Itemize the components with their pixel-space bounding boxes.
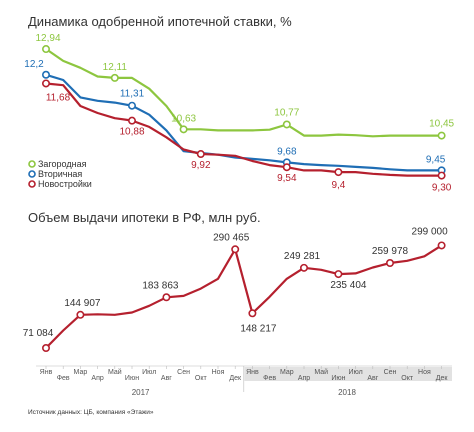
year-2018-band (244, 367, 452, 381)
data-label: 10,77 (274, 107, 299, 118)
x-tick-label: Ноя (418, 369, 431, 376)
chart-1-title: Динамика одобренной ипотечной ставки, % (28, 14, 292, 29)
volume-marker (299, 263, 308, 272)
series-3-marker (128, 116, 137, 125)
volume-marker (231, 245, 240, 254)
series-1-marker (282, 120, 291, 129)
volume-marker (248, 309, 257, 318)
x-tick-label: Янв (246, 369, 259, 376)
x-tick-label: Дек (229, 375, 242, 382)
series-3-marker (41, 79, 50, 88)
volume-line (45, 244, 443, 349)
x-tick-label: Мар (74, 369, 88, 376)
series-1-marker (437, 131, 446, 140)
data-label: 9,54 (277, 173, 297, 184)
x-tick-label: Ноя (212, 369, 225, 376)
legend-marker (28, 160, 36, 168)
x-tick-label: Май (314, 368, 328, 376)
series-1-marker (41, 45, 50, 54)
series-1-marker (110, 73, 119, 82)
data-label: 12,94 (35, 33, 60, 44)
data-label: 10,88 (119, 127, 144, 138)
x-tick-label: Мар (280, 369, 294, 376)
legend-marker (28, 180, 36, 188)
volume-marker (385, 259, 394, 268)
x-tick-label: Май (108, 368, 122, 376)
volume-label: 144 907 (64, 298, 101, 309)
data-label: 10,45 (429, 119, 454, 130)
series-1-marker (179, 125, 188, 134)
legend-item: Загородная (38, 159, 87, 169)
data-label: 9,30 (432, 183, 452, 194)
x-tick-label: Дек (436, 375, 449, 382)
x-tick-label: Апр (91, 375, 103, 382)
x-tick-label: Авг (161, 375, 172, 382)
x-tick-label: Авг (367, 375, 378, 382)
series-3-marker (282, 163, 291, 172)
volume-label: 183 863 (142, 280, 179, 291)
chart-2-title: Объем выдачи ипотеки в РФ, млн руб. (28, 210, 261, 225)
data-label: 9,45 (426, 154, 446, 165)
x-tick-label: Окт (195, 375, 208, 382)
x-tick-label: Фев (263, 375, 276, 382)
data-label: 11,68 (46, 92, 71, 103)
year-label: 2018 (338, 388, 356, 397)
data-label: 9,4 (331, 180, 345, 191)
volume-marker (162, 293, 171, 302)
x-tick-label: Сен (177, 369, 190, 376)
series-3-marker (437, 171, 446, 180)
volume-marker (334, 270, 343, 279)
data-label: 12,2 (24, 59, 44, 70)
x-tick-label: Июн (125, 375, 139, 382)
data-label: 10,63 (171, 113, 196, 124)
volume-label: 299 000 (412, 226, 449, 237)
series-2-marker (128, 101, 137, 110)
legend-item: Новостройки (38, 179, 92, 189)
volume-label: 249 281 (284, 251, 321, 262)
year-label: 2017 (132, 388, 150, 397)
volume-label: 259 978 (372, 246, 409, 257)
series-2-line (45, 73, 442, 172)
series-3-line (45, 82, 442, 177)
x-tick-label: Июл (348, 369, 362, 376)
data-label: 12,11 (103, 62, 128, 73)
volume-label: 148 217 (240, 323, 277, 334)
data-label: 11,31 (120, 89, 145, 100)
legend-marker (28, 170, 36, 178)
data-label: 9,68 (277, 146, 297, 157)
x-tick-label: Фев (57, 375, 70, 382)
volume-label: 235 404 (330, 280, 367, 291)
volume-marker (41, 344, 50, 353)
series-3-marker (334, 168, 343, 177)
volume-label: 290 465 (213, 232, 250, 243)
volume-label: 71 084 (23, 328, 54, 339)
volume-marker (437, 241, 446, 250)
volume-marker (76, 310, 85, 319)
data-label: 9,92 (191, 160, 211, 171)
series-3-marker (196, 150, 205, 159)
series-2-marker (41, 70, 50, 79)
source-note: Источник данных: ЦБ, компания «Этажи» (28, 409, 154, 416)
legend-item: Вторичная (38, 169, 82, 179)
x-tick-label: Сен (384, 369, 397, 376)
x-tick-label: Апр (298, 375, 310, 382)
x-tick-label: Июн (331, 375, 345, 382)
x-tick-label: Июл (142, 369, 156, 376)
x-tick-label: Окт (401, 375, 414, 382)
x-tick-label: Янв (40, 369, 53, 376)
